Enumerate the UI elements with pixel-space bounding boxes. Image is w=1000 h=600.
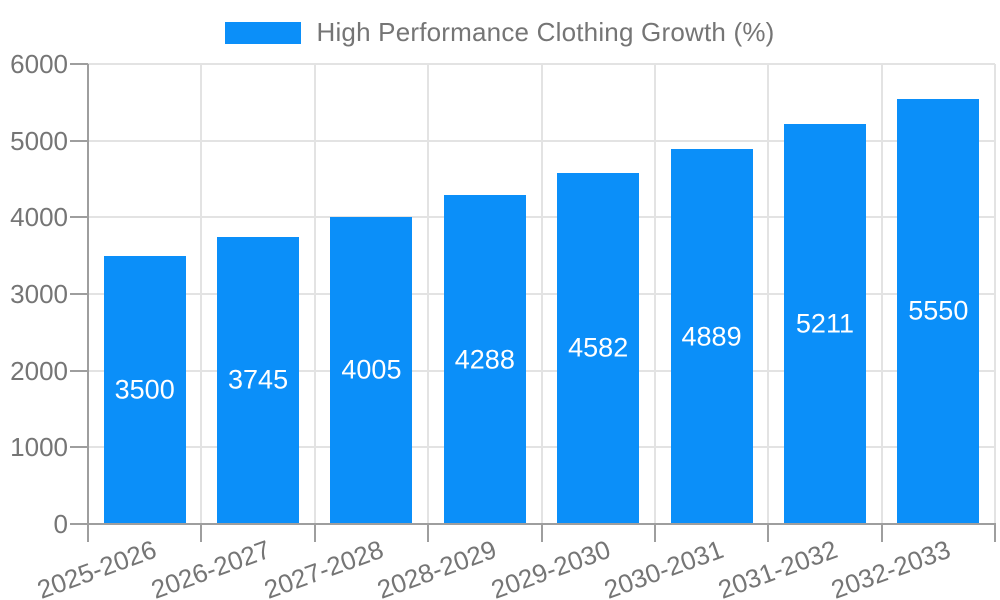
bar-value-label: 4889 (681, 321, 742, 352)
x-axis-tick (427, 524, 430, 542)
gridline-vertical (427, 64, 430, 524)
y-axis-tick (70, 369, 88, 372)
x-axis-tick-label: 2025-2026 (33, 534, 161, 600)
gridline-vertical (200, 64, 203, 524)
gridline-vertical (653, 64, 656, 524)
y-axis-tick (70, 446, 88, 449)
bar (443, 195, 526, 524)
y-axis-tick-label: 1000 (10, 432, 68, 463)
x-axis-tick (653, 524, 656, 542)
y-axis-tick (70, 63, 88, 65)
gridline-vertical (880, 64, 883, 524)
bar-value-label: 5211 (795, 308, 854, 339)
x-axis-tick-label: 2029-2030 (487, 534, 615, 600)
bar (897, 98, 980, 524)
y-axis-tick (70, 523, 88, 525)
bar-value-label: 5550 (908, 295, 969, 326)
x-axis-tick-label: 2030-2031 (600, 534, 728, 600)
y-axis-tick-label: 0 (53, 509, 68, 539)
legend-swatch (225, 21, 302, 44)
x-axis-tick-label: 2028-2029 (373, 534, 501, 600)
bar-value-label: 4582 (568, 332, 629, 363)
x-axis-tick-label: 2027-2028 (260, 534, 388, 600)
legend-label: High Performance Clothing Growth (%) (316, 17, 775, 47)
bar-value-label: 3500 (114, 374, 175, 405)
y-axis-tick-label: 5000 (10, 125, 68, 156)
y-axis-tick-label: 2000 (10, 355, 68, 386)
y-axis-tick (70, 139, 88, 142)
y-axis-tick (70, 293, 88, 295)
bar (217, 236, 300, 524)
x-axis-tick (313, 524, 316, 542)
x-axis-tick (87, 524, 89, 542)
gridline-vertical (540, 64, 543, 524)
x-axis-tick-label: 2026-2027 (146, 534, 274, 600)
x-axis-tick (767, 524, 770, 542)
bar-value-label: 3745 (228, 364, 289, 395)
bar (330, 216, 413, 524)
y-axis-line (87, 64, 89, 542)
x-axis-tick-label: 2031-2032 (713, 534, 841, 600)
bar (670, 149, 753, 524)
chart-legend: High Performance Clothing Growth (%) (0, 17, 1000, 48)
gridline-vertical (767, 64, 770, 524)
y-axis-tick-label: 3000 (10, 279, 68, 309)
bar-value-label: 4288 (454, 344, 515, 375)
x-axis-tick (200, 524, 203, 542)
bar (783, 124, 866, 524)
x-axis-tick-label: 2032-2033 (827, 534, 955, 600)
gridline-vertical (994, 64, 996, 524)
gridline-vertical (313, 64, 316, 524)
x-axis-tick (540, 524, 543, 542)
x-axis-tick (880, 524, 883, 542)
y-axis-tick (70, 216, 88, 219)
x-axis-tick (994, 524, 996, 542)
bar (557, 172, 640, 524)
y-axis-tick-label: 4000 (10, 202, 68, 233)
bar (103, 255, 186, 524)
bar-value-label: 4005 (341, 354, 402, 385)
y-axis-tick-label: 6000 (10, 49, 68, 79)
